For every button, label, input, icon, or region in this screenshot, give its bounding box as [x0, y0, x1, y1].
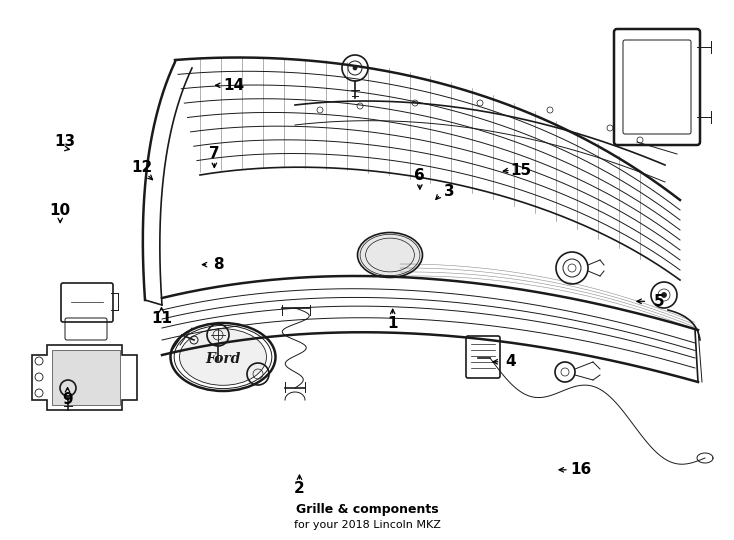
Text: 7: 7	[209, 146, 219, 161]
Text: 12: 12	[132, 160, 153, 175]
Text: 5: 5	[654, 294, 664, 309]
Text: 13: 13	[54, 134, 75, 149]
Text: 4: 4	[505, 354, 515, 369]
Ellipse shape	[180, 329, 266, 385]
Text: 11: 11	[151, 311, 172, 326]
Text: 3: 3	[444, 184, 454, 199]
Text: 16: 16	[571, 462, 592, 477]
Text: 10: 10	[50, 203, 70, 218]
Text: 6: 6	[415, 168, 425, 183]
Text: for your 2018 Lincoln MKZ: for your 2018 Lincoln MKZ	[294, 520, 440, 530]
Text: 1: 1	[388, 316, 398, 332]
Circle shape	[661, 293, 666, 298]
Text: Grille & components: Grille & components	[296, 503, 438, 516]
Ellipse shape	[357, 233, 423, 278]
Text: 9: 9	[62, 392, 73, 407]
Text: 15: 15	[511, 163, 531, 178]
Text: Ford: Ford	[206, 352, 241, 366]
Text: 2: 2	[294, 481, 305, 496]
Polygon shape	[52, 350, 120, 405]
Text: 8: 8	[214, 257, 224, 272]
Text: 14: 14	[223, 78, 244, 93]
Circle shape	[353, 66, 357, 70]
